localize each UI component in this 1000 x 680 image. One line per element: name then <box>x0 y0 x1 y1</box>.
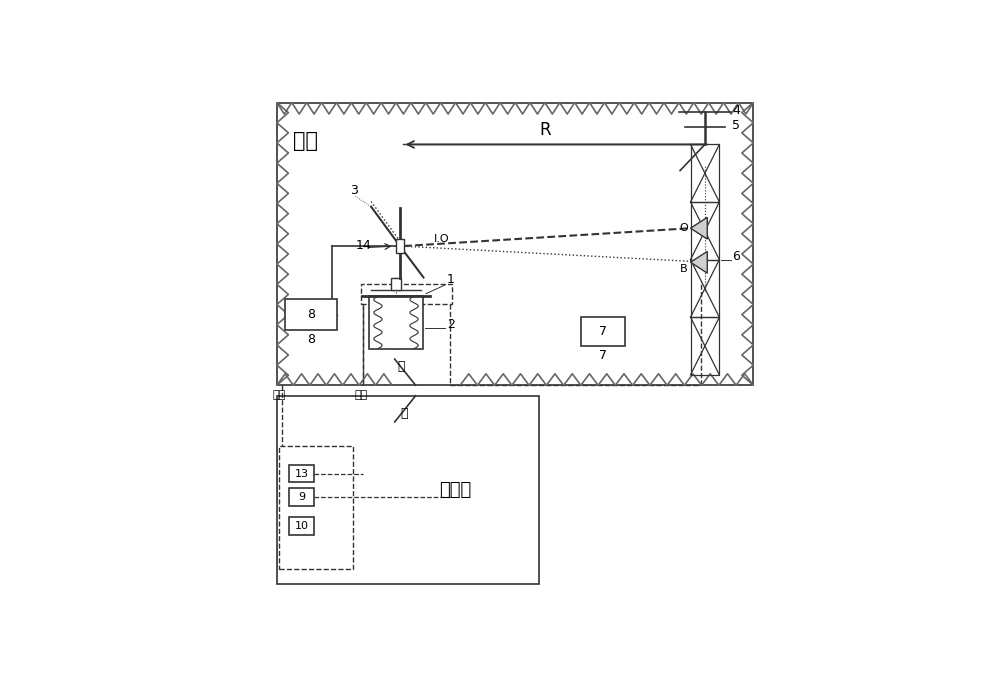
Bar <box>691 317 719 375</box>
Bar <box>691 144 719 202</box>
Text: 暗室: 暗室 <box>293 131 318 152</box>
Polygon shape <box>691 218 707 239</box>
Bar <box>289 517 314 534</box>
Text: 5: 5 <box>732 119 740 132</box>
Text: 7: 7 <box>599 325 607 338</box>
Text: 门: 门 <box>400 407 407 420</box>
Bar <box>691 260 719 317</box>
Bar <box>369 296 423 349</box>
Text: 7: 7 <box>599 349 607 362</box>
Text: 14: 14 <box>355 239 371 252</box>
Text: 8: 8 <box>307 308 315 321</box>
Bar <box>285 299 337 330</box>
Bar <box>279 445 353 568</box>
Bar <box>277 103 753 386</box>
Text: 门: 门 <box>397 360 405 373</box>
Text: 网线: 网线 <box>354 390 367 401</box>
Bar <box>289 488 314 506</box>
Bar <box>361 284 452 304</box>
Text: 2: 2 <box>447 318 455 330</box>
Text: 13: 13 <box>294 469 308 479</box>
Text: 10: 10 <box>294 521 308 531</box>
Text: R: R <box>539 121 551 139</box>
Bar <box>396 239 404 254</box>
Text: 8: 8 <box>307 333 315 346</box>
Text: B: B <box>680 264 688 273</box>
Text: 测控间: 测控间 <box>439 481 471 499</box>
Bar <box>691 202 719 260</box>
Text: 4: 4 <box>732 104 740 117</box>
Polygon shape <box>691 252 707 273</box>
Bar <box>289 465 314 482</box>
Bar <box>277 396 539 584</box>
Text: 网线: 网线 <box>273 390 286 401</box>
Bar <box>581 317 625 346</box>
Text: I.O: I.O <box>434 234 450 244</box>
Text: 3: 3 <box>350 184 358 197</box>
Text: 6: 6 <box>732 250 740 262</box>
Text: 9: 9 <box>298 492 305 502</box>
Text: O: O <box>679 223 688 233</box>
Bar <box>391 279 401 290</box>
Text: 1: 1 <box>447 273 455 286</box>
